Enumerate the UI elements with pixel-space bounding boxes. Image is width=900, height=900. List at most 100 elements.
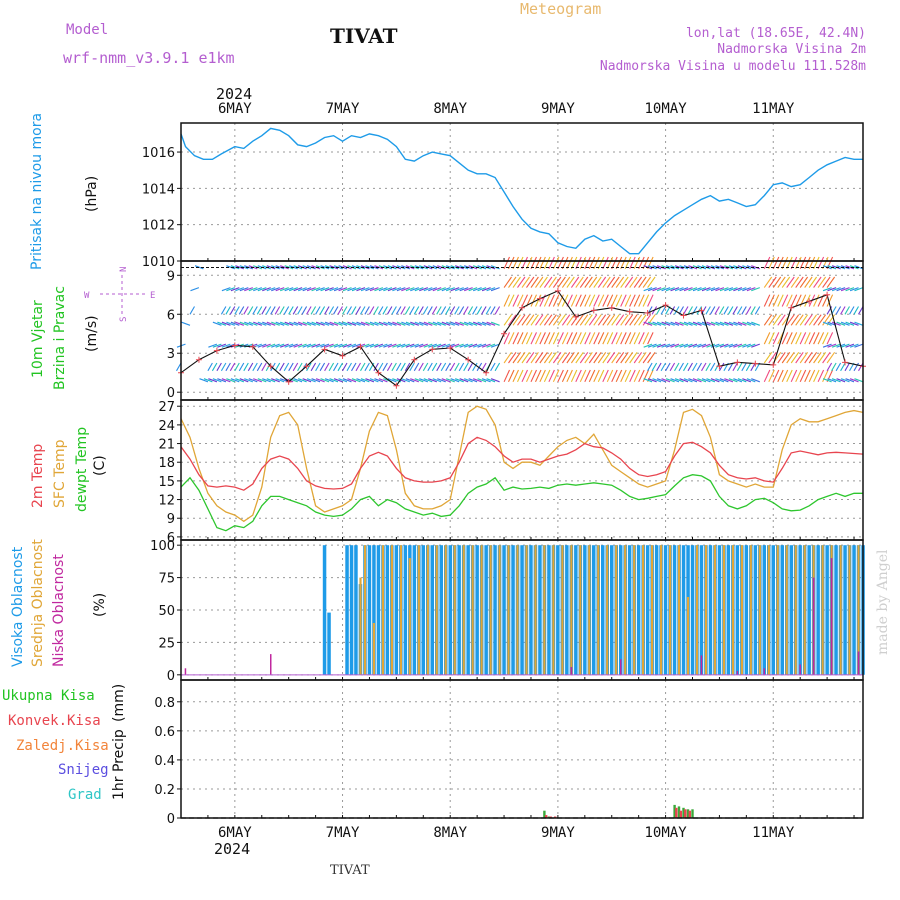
wind-arrow [512,294,519,307]
wind-arrow [503,314,512,326]
wind-arrow [849,378,859,383]
wind-arrow [512,276,521,288]
wind-arrow [742,343,751,348]
wind-arrow [665,378,675,383]
y-tick-label: 0.6 [154,725,175,740]
wind-arrow [579,369,587,383]
high-cloud-bar [681,545,686,675]
wind-arrow [284,343,294,348]
wind-arrow [665,343,675,348]
wind-arrow [629,351,638,364]
wind-arrow [490,362,496,372]
wind-arrow [643,343,653,348]
wind-arrow [697,287,707,292]
mid-cloud-bar [597,545,600,675]
wind-arrow [826,294,834,307]
wind-arrow [347,287,357,292]
mid-cloud-bar [543,545,546,675]
mid-cloud-bar [821,545,824,675]
wind-arrow [387,378,397,383]
wind-arrow [450,287,460,292]
wind-arrow [615,314,625,326]
wind-arrow [226,378,235,383]
wind-arrow [742,378,751,383]
wind-arrow [706,287,716,292]
wind-arrow [395,362,402,372]
precip-total-bar [691,809,694,818]
wind-arrow [271,265,280,270]
high-cloud-bar [556,545,560,675]
wind-gust-marker [662,302,669,309]
wind-arrow [368,306,375,315]
wind-arrow [597,369,605,383]
wind-arrow [557,369,564,383]
wind-arrow [212,343,222,348]
wind-arrow [840,265,850,270]
wind-gust-marker [698,307,705,314]
wind-arrow [732,362,738,372]
wind-arrow [849,343,859,348]
day-label-top: 6MAY [218,101,252,117]
wind-arrow [292,362,299,372]
wind-arrow [535,276,544,288]
wind-arrow [786,294,793,307]
wind-arrow [575,276,584,288]
wind-arrow [395,306,402,315]
wind-arrow [315,265,325,270]
wind-arrow [289,378,298,383]
wind-arrow [611,256,618,270]
wind-arrow [279,306,285,315]
high-cloud-bar [843,545,847,675]
high-cloud-bar [753,545,758,675]
wind-arrow [207,362,213,372]
wind-arrow [526,256,533,270]
wind-arrow [588,332,596,345]
high-cloud-bar [448,545,452,675]
wind-arrow [535,332,542,345]
wind-arrow [588,276,598,288]
wind-arrow [575,256,582,270]
wind-arrow [566,369,573,383]
wind-arrow [392,287,402,292]
wind-arrow [611,276,620,288]
mid-cloud-bar [660,545,663,675]
wind-arrow [473,343,482,348]
wind-arrow [638,314,647,326]
wind-arrow [615,256,623,270]
wind-arrow [566,351,575,364]
wind-arrow [508,332,515,345]
y-tick-label: 1010 [142,255,175,270]
wind-arrow [449,306,456,315]
wind-arrow [486,343,496,348]
wind-arrow [728,321,738,326]
wind-arrow [405,265,415,270]
wind-arrow [216,362,222,372]
wind-arrow [468,321,478,326]
wind-arrow [337,362,343,372]
y-tick-label: 1014 [142,182,175,197]
wind-arrow [418,362,424,372]
wind-label-2: Brzina i Pravac [52,286,68,390]
wind-arrow [409,362,415,372]
wind-arrow [275,321,285,326]
wind-arrow [777,369,784,383]
wind-arrow [813,351,822,364]
wind-arrow [333,362,339,372]
wind-arrow [728,378,738,383]
compass-e: E [150,291,155,301]
high-cloud-bar [327,612,331,675]
wind-arrow [428,343,437,348]
wind-arrow [701,343,711,348]
wind-arrow [620,332,627,345]
wind-arrow [490,321,500,326]
wind-arrow [320,321,330,326]
wind-arrow [508,314,517,326]
wind-arrow [606,351,616,364]
wind-arrow [548,294,555,307]
high-cloud-bar [484,545,488,675]
wind-arrow [786,314,795,326]
wind-arrow [320,265,330,270]
wind-arrow [539,369,546,383]
wind-arrow [211,362,218,372]
